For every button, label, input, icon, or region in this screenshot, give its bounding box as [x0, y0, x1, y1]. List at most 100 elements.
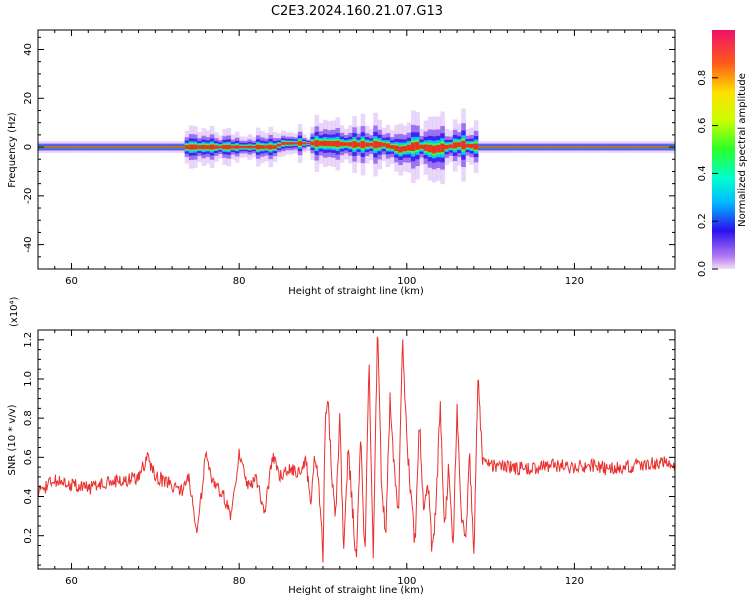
spectrogram-cell	[318, 141, 324, 146]
spectrogram-cell	[356, 142, 362, 147]
spectrogram-cell	[549, 146, 554, 148]
spectrogram-cell	[607, 146, 613, 148]
spectrogram-cell	[138, 146, 144, 148]
spectrogram-cell	[515, 146, 521, 148]
spectrogram-cell	[423, 144, 429, 151]
spectrogram-cell	[398, 146, 404, 153]
snr-multiplier: (x10⁴)	[9, 296, 20, 327]
spectrogram-cell	[486, 146, 492, 148]
spectrogram-cell	[276, 143, 282, 147]
colorbar-tick-label: 0.8	[697, 70, 708, 86]
spectrogram-cell	[285, 142, 290, 145]
spectrogram-cell	[612, 146, 617, 148]
spectrogram-cell	[415, 141, 420, 150]
spectrogram-cell	[461, 140, 466, 150]
spectrogram-cell	[63, 146, 68, 148]
snr-ylabel: SNR (10 * v/v)	[7, 404, 18, 475]
spectrogram-cell	[84, 146, 89, 148]
spectrogram-cell	[406, 144, 412, 151]
spectrogram-cell	[658, 146, 663, 148]
colorbar-ticks: 0.0 0.2 0.4 0.6 0.8	[697, 70, 718, 277]
spectrogram-cell	[289, 142, 295, 145]
colorbar-label: Normalized spectral amplitude	[737, 73, 748, 227]
spectrogram-cell	[251, 145, 257, 149]
colorbar-tick-label: 0.6	[697, 118, 708, 134]
spectrogram-cell	[377, 141, 383, 148]
spectrogram-cell	[339, 141, 345, 147]
spectrogram-ytick-label: 20	[23, 92, 34, 105]
spectrogram-cell	[121, 146, 127, 148]
spectrogram-cell	[540, 146, 546, 148]
spectrogram-cell	[54, 146, 60, 148]
spectrogram-xtick-label: 120	[565, 276, 584, 287]
figure-title: C2E3.2024.160.21.07.G13	[271, 4, 443, 19]
spectrogram-cell	[134, 146, 139, 148]
snr-xtick-label: 60	[65, 576, 78, 587]
spectrogram-cell	[226, 144, 232, 150]
spectrogram-cell	[314, 140, 320, 147]
spectrogram-cell	[511, 146, 517, 148]
spectrogram-cell	[666, 146, 672, 148]
spectrogram-cell	[586, 146, 592, 148]
spectrogram-cell	[373, 140, 378, 149]
spectrogram-cell	[42, 146, 47, 148]
spectrogram-cell	[675, 144, 680, 151]
spectrogram-cell	[214, 145, 219, 149]
spectrogram-ytick-label: 0	[23, 144, 34, 150]
spectrogram-cell	[452, 142, 458, 149]
spectrogram-cell	[293, 142, 299, 145]
spectrogram-cell	[335, 140, 341, 147]
spectrogram-cell	[532, 146, 538, 148]
spectrogram-cell	[524, 146, 529, 148]
spectrogram-cell	[146, 146, 152, 148]
spectrogram-cell	[360, 141, 366, 149]
spectrogram-cell	[490, 146, 496, 148]
spectrogram-cell	[574, 146, 580, 148]
spectrogram-cell	[675, 146, 680, 149]
snr-axes: 60 80 100 120 0.2 0.4 0.6 0.8 1.0 1.2	[23, 330, 676, 587]
spectrogram-cell	[348, 142, 353, 147]
spectrogram-cell	[46, 146, 51, 148]
spectrogram-panel: 60 80 100 120 40 20 0 -20 -40 Height of straight…	[7, 29, 680, 297]
spectrogram-cell	[654, 146, 659, 148]
spectrogram-cell	[268, 144, 274, 150]
spectrogram-cell	[197, 145, 202, 149]
spectrogram-cell	[247, 145, 253, 149]
spectrogram-cell	[641, 146, 647, 148]
spectrogram-cell	[218, 145, 223, 149]
spectrogram-cell	[180, 146, 186, 148]
snr-panel: 60 80 100 120 0.2 0.4 0.6 0.8 1.0 1.2 Height of s…	[7, 296, 676, 596]
spectrogram-cell	[58, 146, 64, 148]
spectrogram-cell	[184, 145, 190, 149]
spectrogram-cell	[281, 141, 286, 145]
snr-xtick-label: 120	[565, 576, 584, 587]
spectrogram-cell	[675, 146, 680, 148]
spectrogram-cell	[603, 146, 609, 148]
colorbar-tick-label: 0.2	[697, 213, 708, 229]
spectrogram-cell	[427, 144, 433, 153]
spectrogram-cell	[209, 144, 215, 150]
spectrogram-marks	[38, 108, 680, 185]
spectrogram-cell	[390, 145, 395, 150]
spectrogram-cell	[637, 146, 642, 148]
spectrogram-cell	[616, 146, 621, 148]
spectrogram-cell	[222, 144, 228, 150]
spectrogram-cell	[440, 143, 445, 153]
spectrogram-cell	[494, 146, 500, 148]
spectrogram-cell	[519, 146, 525, 148]
spectrogram-ytick-label: -40	[23, 236, 34, 252]
spectrogram-xlabel: Height of straight line (km)	[288, 286, 424, 297]
spectrogram-cell	[117, 146, 123, 148]
spectrogram-cell	[193, 144, 198, 150]
spectrogram-cell	[201, 144, 207, 150]
spectrogram-cell	[75, 146, 81, 148]
spectrogram-xtick-label: 60	[65, 276, 78, 287]
snr-ytick-label: 1.0	[23, 371, 34, 387]
spectrogram-cell	[159, 146, 165, 148]
spectrogram-cell	[297, 141, 303, 146]
snr-ytick-label: 0.8	[23, 410, 34, 426]
spectrogram-cell	[67, 146, 72, 148]
spectrogram-cell	[649, 146, 655, 148]
spectrogram-cell	[151, 146, 156, 148]
spectrogram-cell	[310, 141, 316, 146]
